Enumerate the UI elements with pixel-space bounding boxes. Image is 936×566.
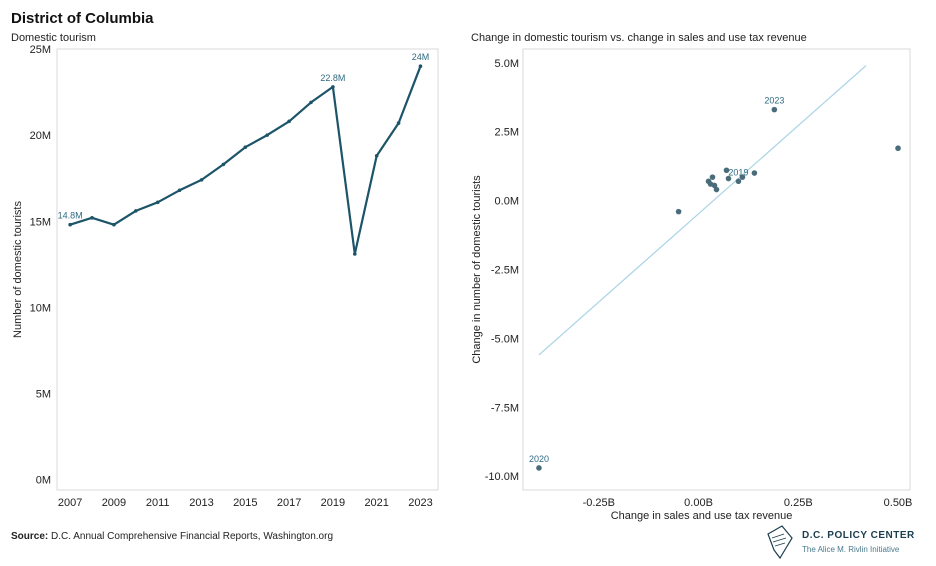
scatter-point xyxy=(723,167,730,174)
tourism-point xyxy=(221,162,226,167)
y-tick-label: 10M xyxy=(30,302,51,314)
scatter-point-label: 2019 xyxy=(728,167,748,177)
tourism-point xyxy=(155,200,160,205)
right-y-axis-title: Change in number of domestic tourists xyxy=(471,175,483,364)
left-plot-frame xyxy=(56,48,439,491)
x-tick-label: 2009 xyxy=(102,497,126,509)
scatter-point xyxy=(713,186,720,193)
dc-map-icon xyxy=(767,525,793,560)
y-tick-label: 25M xyxy=(30,44,51,56)
x-tick-label: 2011 xyxy=(146,497,170,509)
tourism-point xyxy=(90,216,94,220)
page-title: District of Columbia xyxy=(11,10,154,27)
y-tick-label: -7.5M xyxy=(491,402,519,414)
line-data-label: 22.8M xyxy=(320,73,345,83)
tourism-point xyxy=(243,145,248,149)
brand-subtitle: The Alice M. Rivlin Initiative xyxy=(802,545,900,554)
tourism-point xyxy=(112,222,116,227)
source-label: Source: xyxy=(11,531,49,542)
y-tick-label: 5.0M xyxy=(495,58,519,70)
tourism-point xyxy=(418,64,423,69)
left-y-axis-title: Number of domestic tourists xyxy=(12,201,24,338)
tourism-series-line xyxy=(69,65,422,256)
right-chart-title: Change in domestic tourism vs. change in… xyxy=(471,32,807,44)
brand-logo: D.C. POLICY CENTER The Alice M. Rivlin I… xyxy=(764,524,934,560)
scatter-point xyxy=(709,174,716,180)
source-note: Source: D.C. Annual Comprehensive Financ… xyxy=(11,531,333,542)
scatter-point xyxy=(751,170,758,176)
tourism-point xyxy=(396,121,401,125)
y-tick-label: -10.0M xyxy=(485,471,519,483)
x-tick-label: 0.00B xyxy=(684,497,713,509)
source-text: D.C. Annual Comprehensive Financial Repo… xyxy=(51,531,334,542)
y-tick-label: 15M xyxy=(30,216,51,228)
scatter-point xyxy=(735,178,742,185)
y-tick-label: 0M xyxy=(36,475,51,487)
right-plot-frame xyxy=(522,48,911,491)
scatter-point xyxy=(725,175,732,182)
y-tick-label: 20M xyxy=(30,130,51,142)
right-x-axis-title: Change in sales and use tax revenue xyxy=(611,510,793,522)
scatter-point xyxy=(675,208,682,215)
scatter-point-label: 2023 xyxy=(764,96,784,106)
scatter-point xyxy=(771,106,778,113)
x-tick-label: 2013 xyxy=(189,497,213,509)
fit-line xyxy=(538,65,867,356)
tourism-point xyxy=(331,85,335,89)
tourism-point xyxy=(199,178,204,182)
x-tick-label: -0.25B xyxy=(583,497,615,509)
x-tick-label: 2023 xyxy=(408,497,432,509)
tourism-point xyxy=(68,222,72,227)
line-data-label: 24M xyxy=(412,52,430,62)
scatter-point-label: 2020 xyxy=(529,454,549,464)
y-tick-label: -5.0M xyxy=(491,333,519,345)
tourism-point xyxy=(134,209,138,213)
x-tick-label: 2007 xyxy=(58,497,82,509)
y-tick-label: 5M xyxy=(36,389,51,401)
x-tick-label: 2019 xyxy=(321,497,345,509)
y-tick-label: 0.0M xyxy=(495,196,519,208)
left-chart-subtitle: Domestic tourism xyxy=(11,32,96,44)
tourism-point xyxy=(374,154,379,158)
scatter-point xyxy=(536,465,542,471)
tourism-point xyxy=(287,119,291,124)
scatter-point xyxy=(739,174,746,180)
x-tick-label: 2017 xyxy=(277,497,301,509)
line-data-label: 14.8M xyxy=(58,211,83,221)
tourism-point xyxy=(265,133,270,137)
scatter-point xyxy=(895,145,901,152)
y-tick-label: 2.5M xyxy=(495,127,519,139)
x-tick-label: 2015 xyxy=(233,497,257,509)
brand-name: D.C. POLICY CENTER xyxy=(802,530,915,541)
tourism-point xyxy=(177,188,182,193)
y-tick-label: -2.5M xyxy=(491,265,519,277)
x-tick-label: 0.50B xyxy=(884,497,913,509)
tourism-point xyxy=(309,100,313,105)
x-tick-label: 2021 xyxy=(364,497,388,509)
x-tick-label: 0.25B xyxy=(784,497,813,509)
tourism-point xyxy=(352,252,357,256)
